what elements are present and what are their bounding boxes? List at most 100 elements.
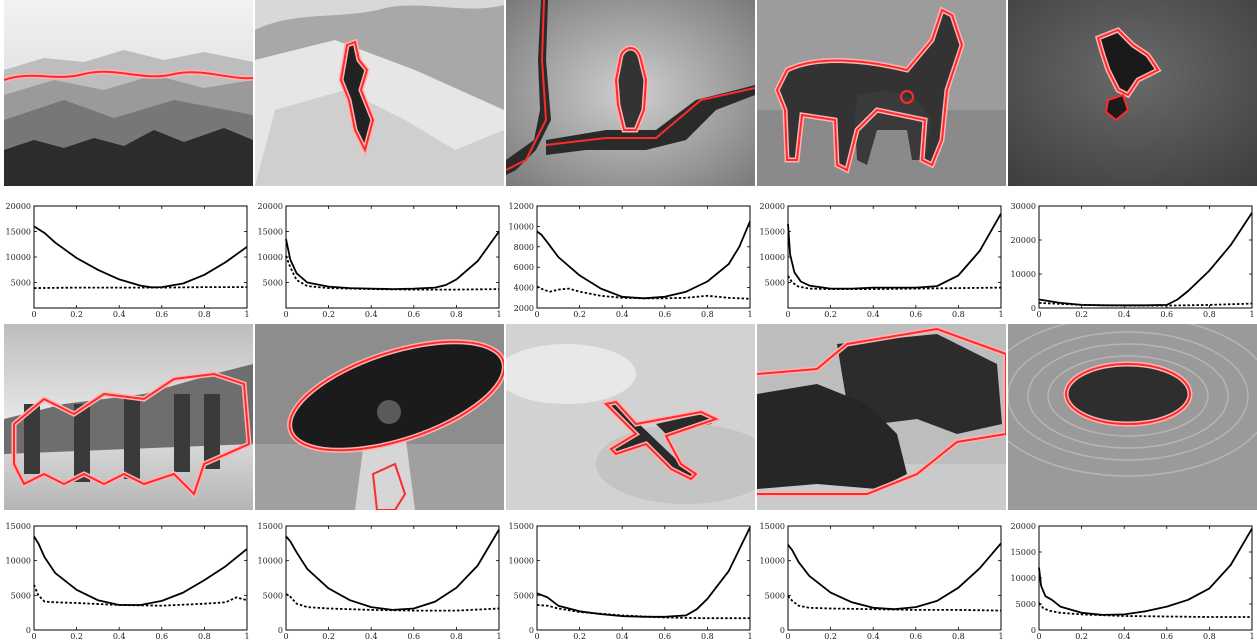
people-icon [4,324,253,510]
x-tick-label: 0.2 [322,310,335,319]
plot-8: 0 0.2 0.4 0.6 0.8 1 0 5000 10000 15000 [503,520,754,642]
plot-7: 0 0.2 0.4 0.6 0.8 1 0 5000 10000 15000 [252,520,503,642]
y-tick-label: 15000 [258,522,283,531]
photo-pilots [4,324,253,510]
y-tick-label: 4000 [514,284,534,293]
dotted-series-line [536,604,750,620]
y-tick-label: 0 [26,626,31,635]
x-tick-label: 0.6 [909,632,922,641]
solid-series-line [1038,528,1253,616]
plot-frame [787,205,1002,309]
plot-3: 0 0.2 0.4 0.6 0.8 1 2000 4000 6000 8000 10000 12000 [503,200,754,320]
dotted-series-line [1038,302,1253,307]
y-tick-label: 15000 [6,522,31,531]
x-tick-label: 1 [998,632,1003,641]
skier-icon [255,0,504,186]
x-tick-label: 0.8 [198,310,211,319]
y-tick-label: 5000 [765,591,785,600]
line-chart-10: 0 0.2 0.4 0.6 0.8 1 0 5000 10000 15000 20000 [1011,522,1255,641]
plot-4: 0 0.2 0.4 0.6 0.8 1 5000 10000 15000 20000 [754,200,1005,320]
y-tick-label: 0 [1031,304,1036,313]
solid-series-line [787,542,1002,611]
x-tick-label: 0 [1036,632,1041,641]
x-tick-label: 0.8 [952,632,965,641]
x-tick-label: 1 [747,632,752,641]
y-tick-label: 10000 [6,253,31,262]
y-tick-label: 10000 [258,557,283,566]
x-tick-label: 1 [1249,632,1254,641]
x-tick-label: 0 [283,632,288,641]
solid-series-line [33,225,248,289]
solid-series-line [536,527,751,618]
y-tick-label: 0 [278,626,283,635]
plot-1: 0 0.2 0.4 0.6 0.8 1 5000 10000 15000 20000 [0,200,251,320]
x-tick-label: 0.8 [198,632,211,641]
plot-frame [285,205,500,309]
horse-icon [757,0,1006,186]
x-tick-label: 1 [998,310,1003,319]
photo-bird [506,0,755,186]
dotted-series-line [536,285,751,300]
x-tick-label: 0.6 [407,632,420,641]
y-tick-label: 10000 [760,557,785,566]
x-tick-label: 0.6 [407,310,420,319]
plot-2: 0 0.2 0.4 0.6 0.8 1 5000 10000 15000 20000 [252,200,503,320]
dotted-series-line [1038,602,1252,618]
line-chart-5: 0 0.2 0.4 0.6 0.8 1 0 10000 20000 30000 [1011,202,1255,319]
y-tick-label: 20000 [1011,522,1036,531]
line-chart-7: 0 0.2 0.4 0.6 0.8 1 0 5000 10000 15000 [258,522,502,641]
x-tick-label: 0 [31,310,36,319]
photo-child-hat [255,324,504,510]
x-tick-label: 0.8 [1203,310,1216,319]
y-tick-label: 5000 [765,279,785,288]
photo-horse [757,0,1006,186]
y-tick-label: 20000 [1011,236,1036,245]
x-tick-label: 0.4 [1118,632,1131,641]
x-tick-label: 1 [747,310,752,319]
y-tick-label: 10000 [509,222,534,231]
y-tick-label: 5000 [263,591,283,600]
x-tick-label: 0.2 [322,632,335,641]
x-tick-label: 0.6 [155,632,168,641]
x-tick-label: 0.2 [1075,310,1088,319]
x-tick-label: 0.4 [113,310,126,319]
plot-frame [787,525,1002,631]
y-tick-label: 10000 [1011,574,1036,583]
y-tick-label: 10000 [6,557,31,566]
plot-frame [285,525,500,631]
x-tick-label: 0.2 [1075,632,1088,641]
plot-5: 0 0.2 0.4 0.6 0.8 1 0 10000 20000 30000 [1005,200,1256,320]
y-tick-label: 5000 [263,279,283,288]
plot-6: 0 0.2 0.4 0.6 0.8 1 0 5000 10000 15000 [0,520,251,642]
y-tick-label: 0 [1031,626,1036,635]
plot-frame [33,525,248,631]
photo-hands [1008,0,1257,186]
x-tick-label: 0 [534,310,539,319]
plot-frame [33,205,248,309]
x-tick-label: 0.6 [155,310,168,319]
x-tick-label: 0.8 [701,632,714,641]
y-tick-label: 5000 [1016,600,1036,609]
y-tick-label: 2000 [514,304,534,313]
y-tick-label: 20000 [258,202,283,211]
dotted-series-line [285,255,500,291]
y-tick-label: 15000 [1011,548,1036,557]
plot-frame [536,525,751,631]
x-tick-label: 0.6 [658,310,671,319]
x-tick-label: 0.4 [365,632,378,641]
bird-icon [506,0,755,186]
y-tick-label: 12000 [509,202,534,211]
y-tick-label: 30000 [1011,202,1036,211]
x-tick-label: 0.6 [1160,310,1173,319]
photo-mountains [4,0,253,186]
y-tick-label: 8000 [514,243,534,252]
x-tick-label: 0.8 [1203,632,1216,641]
solid-series-line [33,535,248,606]
y-tick-label: 10000 [509,557,534,566]
dotted-series-line [33,286,247,289]
photo-bison [757,324,1006,510]
x-tick-label: 0.4 [1118,310,1131,319]
hat-icon [255,324,504,510]
